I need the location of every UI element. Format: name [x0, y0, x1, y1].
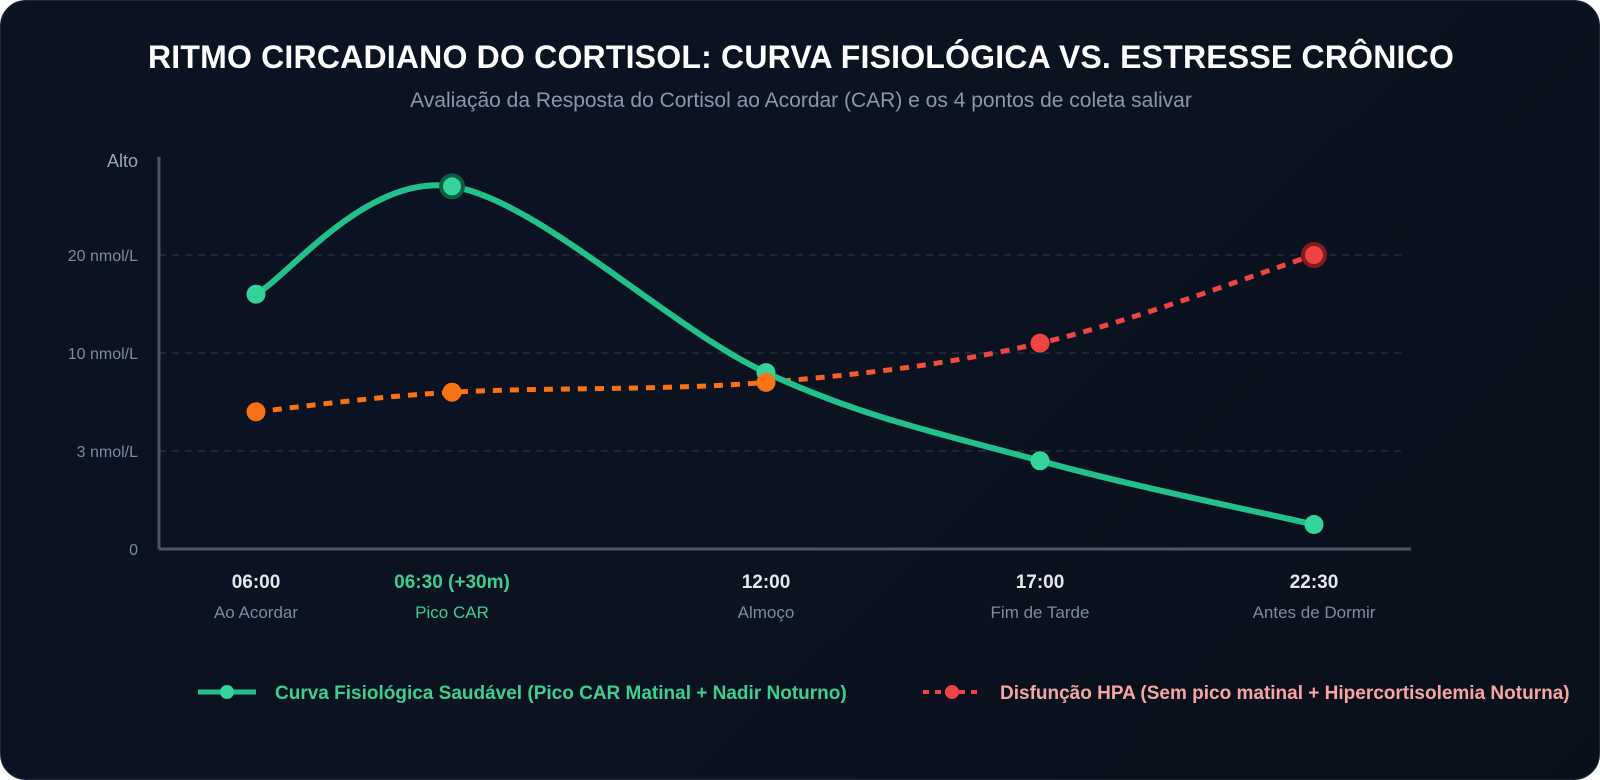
x-tick-time: 06:30 (+30m): [394, 572, 510, 593]
x-tick-time: 22:30: [1290, 572, 1339, 593]
series-lines: [253, 182, 1317, 528]
grid-lines: [159, 254, 1405, 452]
legend-label-dysfunction: Disfunção HPA (Sem pico matinal + Hiperc…: [1000, 683, 1570, 704]
x-tick-time: 12:00: [742, 572, 791, 593]
data-point-dysfunction: [756, 372, 776, 392]
data-point-dysfunction: [1301, 242, 1327, 268]
data-point-dysfunction: [442, 382, 462, 402]
axis-labels: 0 3 nmol/L 10 nmol/L 20 nmol/L Alto 06:00 Ao A…: [68, 151, 1376, 622]
chart-subtitle: Avaliação da Resposta do Cortisol ao Aco…: [410, 89, 1192, 112]
data-point-healthy: [246, 284, 266, 304]
y-tick-label: Alto: [107, 151, 138, 171]
data-point-healthy: [1030, 451, 1050, 471]
legend: Curva Fisiológica Saudável (Pico CAR Mat…: [198, 683, 1570, 704]
legend-marker-dysfunction: [945, 685, 959, 699]
y-tick-label: 0: [129, 542, 138, 559]
x-tick-time: 17:00: [1016, 572, 1065, 593]
y-tick-label: 20 nmol/L: [68, 248, 138, 265]
data-point-dysfunction: [1030, 333, 1050, 353]
x-tick-time: 06:00: [232, 572, 281, 593]
data-point-dysfunction: [246, 402, 266, 422]
series-line-healthy: [253, 182, 1317, 528]
data-points: [246, 173, 1327, 534]
legend-label-healthy: Curva Fisiológica Saudável (Pico CAR Mat…: [275, 683, 847, 704]
series-line-dysfunction: [255, 252, 1315, 415]
chart-title: RITMO CIRCADIANO DO CORTISOL: CURVA FISI…: [147, 39, 1455, 75]
x-tick-label: Fim de Tarde: [991, 603, 1090, 622]
y-tick-label: 10 nmol/L: [68, 346, 138, 363]
legend-marker-healthy: [220, 685, 234, 699]
axes: [157, 157, 1411, 551]
x-tick-label: Almoço: [738, 603, 795, 622]
data-point-healthy: [1304, 515, 1324, 534]
x-tick-label: Pico CAR: [415, 603, 489, 622]
x-tick-label: Ao Acordar: [214, 603, 298, 622]
x-tick-label: Antes de Dormir: [1253, 603, 1376, 622]
data-point-healthy: [439, 173, 465, 200]
y-tick-label: 3 nmol/L: [77, 444, 138, 461]
